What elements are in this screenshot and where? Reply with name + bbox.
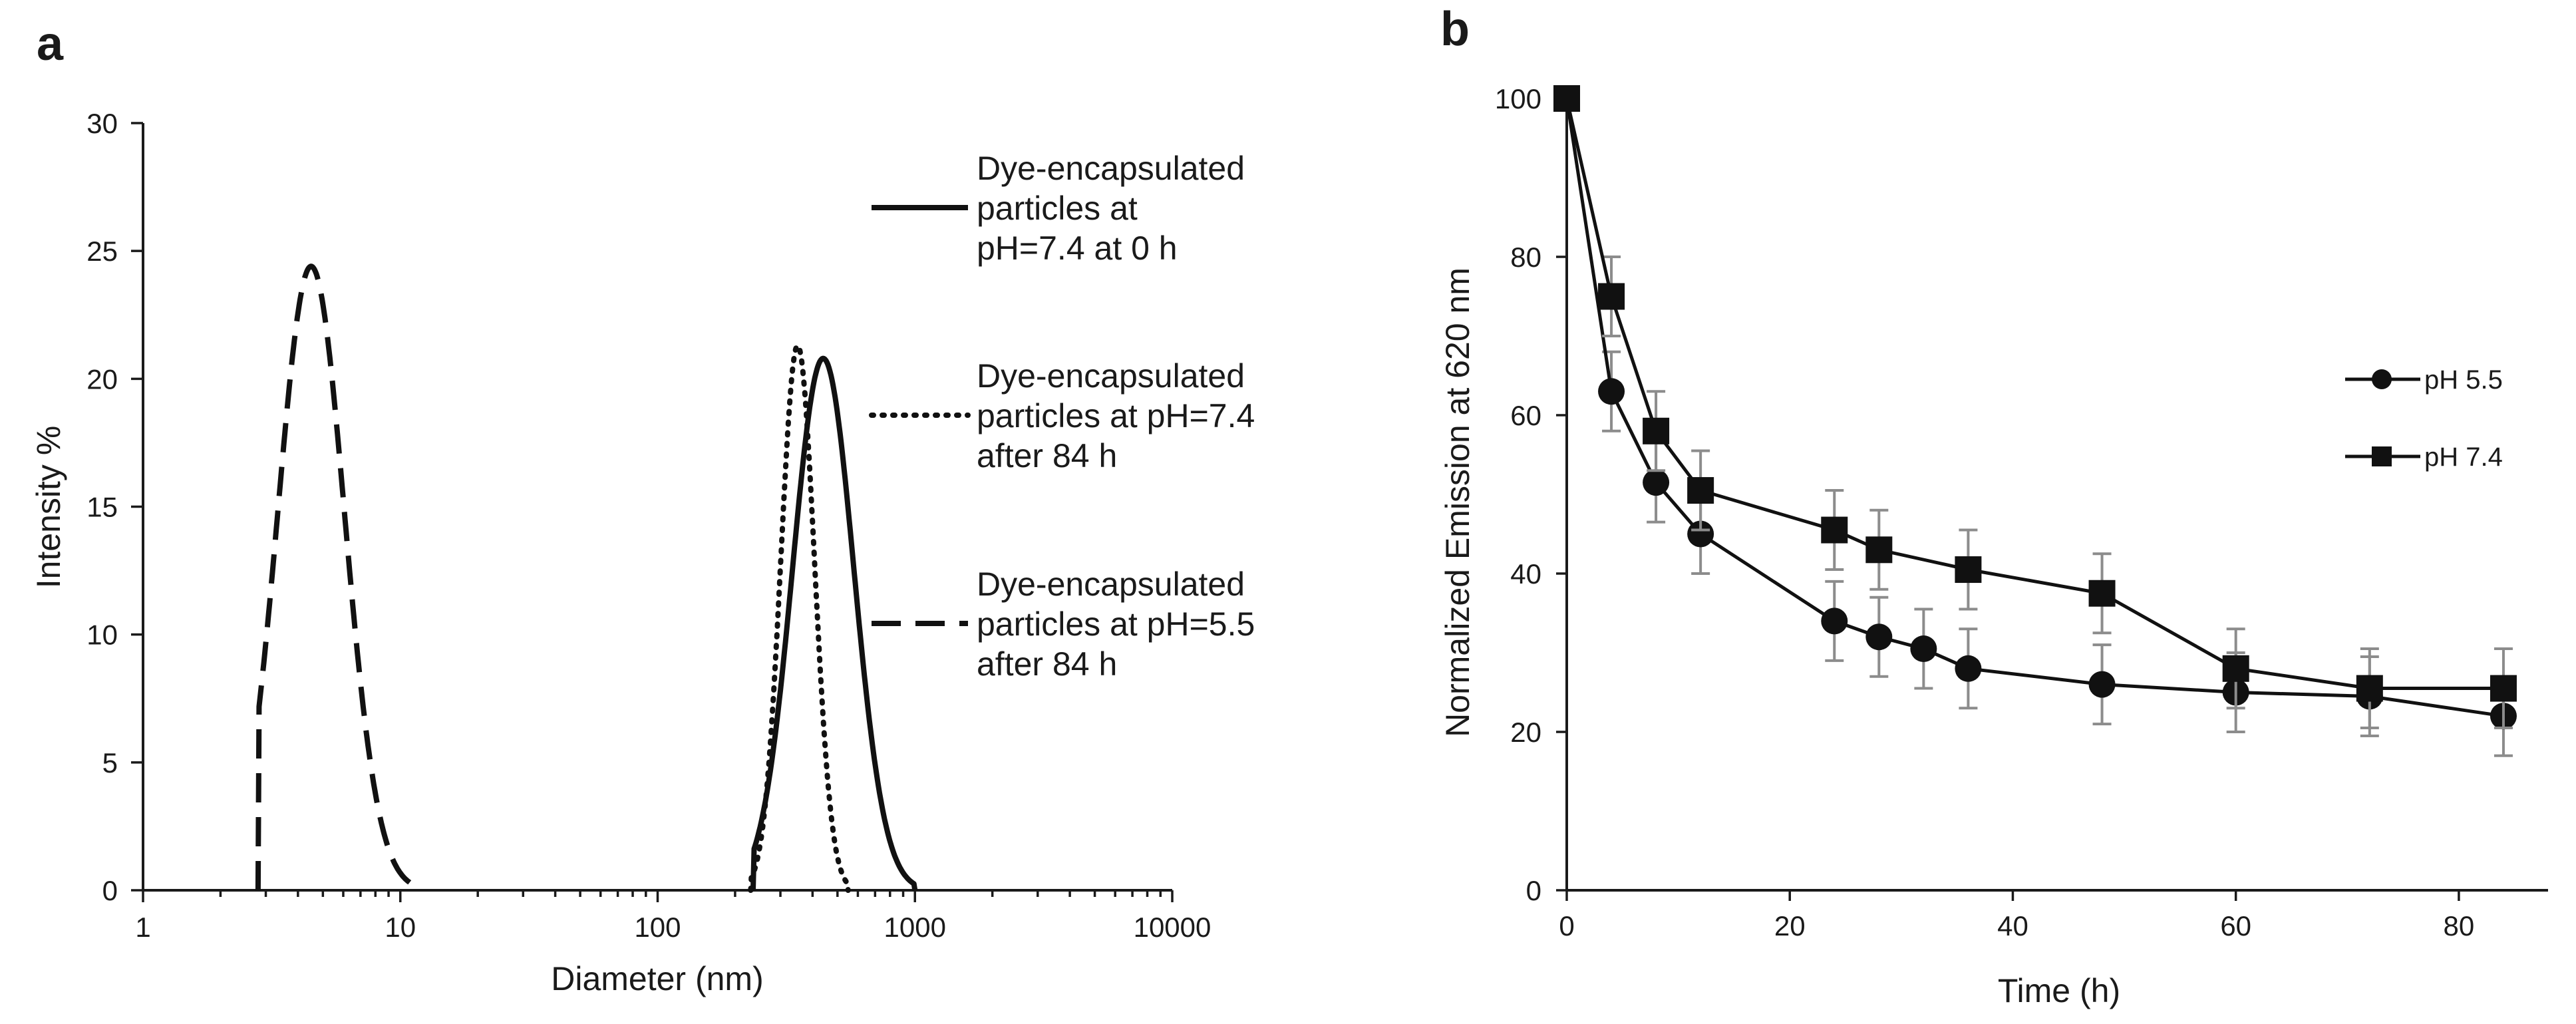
panel-a-curve-solid — [750, 355, 918, 891]
panel-a-legend-label: particles at — [977, 190, 1138, 227]
panel-b-point-circle — [1910, 635, 1937, 663]
panel-b-x-tick-label: 60 — [2220, 910, 2251, 941]
panel-b-label: b — [1440, 3, 1470, 56]
panel-b-point-circle — [1687, 520, 1714, 548]
panel-a-x-tick-label: 10000 — [1134, 912, 1211, 943]
panel-a-legend-label: after 84 h — [977, 437, 1117, 474]
panel-b-point-square — [1553, 85, 1580, 112]
panel-b-point-square — [2088, 580, 2116, 607]
panel-a-x-tick-label: 1000 — [884, 912, 946, 943]
panel-b-line-square — [1565, 98, 2503, 690]
panel-b-point-square — [1687, 477, 1714, 504]
panel-b-y-tick-label: 20 — [1510, 717, 1541, 748]
panel-b-legend-label: pH 7.4 — [2424, 442, 2503, 472]
panel-b-y-tick-label: 40 — [1510, 558, 1541, 590]
panel-b-y-tick-label: 80 — [1510, 242, 1541, 273]
panel-a-y-tick-label: 30 — [86, 108, 118, 139]
panel-a-y-tick-label: 15 — [86, 492, 118, 523]
panel-a-y-tick-label: 20 — [86, 363, 118, 395]
panel-b-x-tick-label: 40 — [1997, 910, 2028, 941]
panel-a-y-tick-label: 0 — [102, 875, 118, 906]
panel-a-ticks: 0 5 10 15 20 25 30 1 10 100 1000 10000 — [86, 108, 1211, 943]
panel-b-y-axis-title: Normalized Emission at 620 nm — [1439, 267, 1476, 737]
panel-b-x-tick-label: 0 — [1559, 910, 1574, 941]
panel-b-point-circle — [2088, 671, 2116, 698]
panel-a-x-tick-label: 1 — [135, 912, 150, 943]
panel-a-legend-label: particles at pH=7.4 — [977, 397, 1255, 434]
panel-a-x-axis-title: Diameter (nm) — [551, 960, 763, 997]
panel-a-label: a — [37, 17, 64, 71]
panel-a-curves — [255, 263, 918, 893]
panel-b-y-tick-label: 100 — [1495, 83, 1541, 114]
panel-b-point-square — [1821, 516, 1848, 544]
panel-b-point-circle — [1865, 623, 1893, 651]
panel-b-line-circle — [1565, 98, 2504, 718]
panel-a-y-axis-title: Intensity % — [30, 426, 67, 589]
panel-b-series-square — [1553, 85, 2517, 730]
panel-b-point-circle — [1955, 655, 1982, 682]
panel-b-legend-marker-square — [2372, 446, 2392, 466]
panel-a: a 0 5 10 15 20 25 30 1 10 100 1000 10000 Diameter (… — [30, 17, 1255, 997]
panel-a-legend-label: particles at pH=5.5 — [977, 605, 1255, 643]
panel-b-y-tick-label: 0 — [1526, 875, 1541, 906]
panel-b-legend-marker-circle — [2372, 369, 2392, 389]
panel-a-legend-label: pH=7.4 at 0 h — [977, 230, 1178, 267]
panel-a-curve-dashed — [255, 263, 414, 891]
panel-a-y-tick-label: 5 — [102, 747, 118, 778]
panel-b: b 0 20 40 60 80 100 0 20 40 60 80 Time (h) Normali… — [1439, 3, 2548, 1009]
panel-b-point-square — [2222, 655, 2249, 682]
panel-a-legend-label: after 84 h — [977, 645, 1117, 683]
panel-b-point-square — [1955, 556, 1982, 584]
panel-b-point-square — [1598, 283, 1625, 310]
panel-b-ticks: 0 20 40 60 80 100 0 20 40 60 80 — [1495, 83, 2474, 941]
panel-b-point-square — [2490, 675, 2517, 702]
panel-b-legend-label: pH 5.5 — [2424, 365, 2503, 395]
panel-a-legend-label: Dye-encapsulated — [977, 566, 1245, 603]
panel-b-x-tick-label: 80 — [2444, 910, 2475, 941]
panel-a-legend-label: Dye-encapsulated — [977, 357, 1245, 395]
panel-a-y-tick-label: 10 — [86, 619, 118, 651]
panel-b-x-tick-label: 20 — [1774, 910, 1806, 941]
panel-b-series-circle — [1553, 85, 2517, 757]
panel-b-legend: pH 5.5 pH 7.4 — [2345, 365, 2503, 472]
panel-b-y-tick-label: 60 — [1510, 400, 1541, 431]
panel-b-point-circle — [1643, 469, 1670, 496]
panel-b-x-axis-title: Time (h) — [1998, 972, 2120, 1009]
panel-b-point-circle — [1821, 607, 1848, 635]
panel-a-y-tick-label: 25 — [86, 236, 118, 267]
panel-a-x-tick-label: 10 — [385, 912, 416, 943]
panel-a-legend-label: Dye-encapsulated — [977, 150, 1245, 187]
panel-a-curve-dotted — [748, 343, 851, 893]
panel-b-point-square — [1865, 536, 1893, 564]
panel-b-point-square — [2356, 675, 2383, 702]
panel-b-point-square — [1643, 417, 1670, 444]
panel-a-x-tick-label: 100 — [634, 912, 681, 943]
panel-b-series — [1553, 85, 2517, 757]
panel-b-point-circle — [1598, 378, 1625, 405]
